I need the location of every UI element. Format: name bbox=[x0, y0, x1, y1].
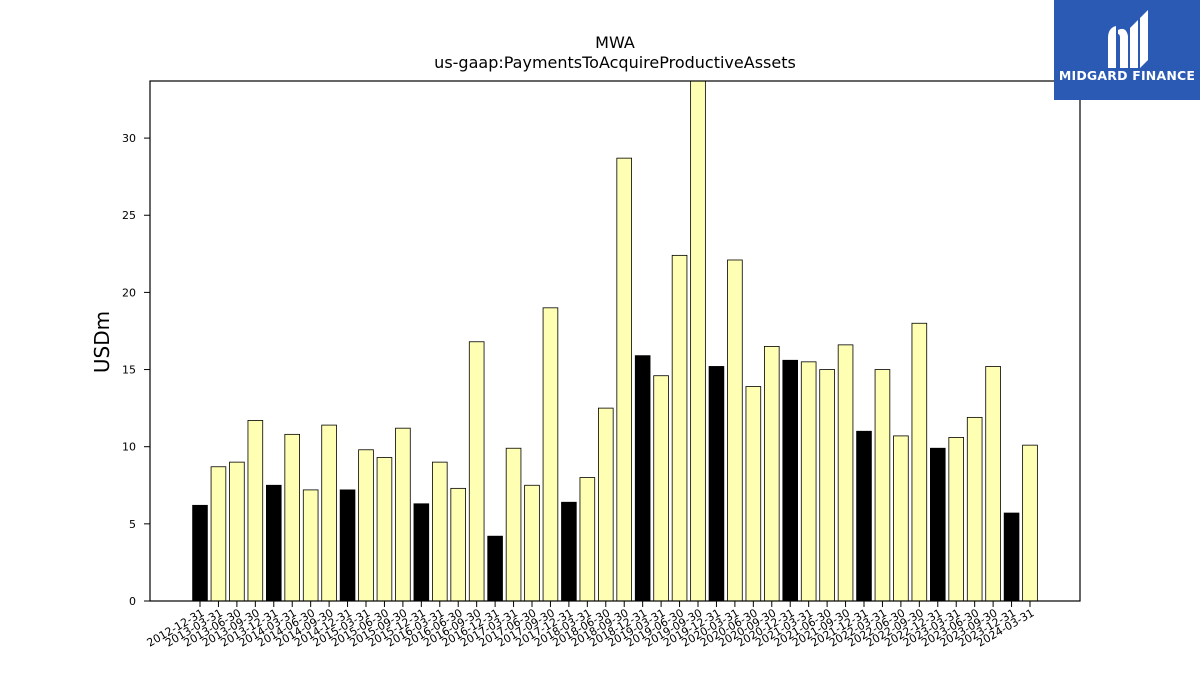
bar-2013-09-30 bbox=[247, 420, 264, 602]
bar-2021-06-30 bbox=[819, 369, 835, 602]
bars-group bbox=[192, 80, 1038, 602]
plot-frame bbox=[149, 80, 1081, 602]
bar-2012-12-31 bbox=[192, 504, 208, 602]
bar-2022-06-30 bbox=[893, 435, 909, 602]
y-axis-ticks: 0 5 10 15 20 25 30 bbox=[122, 132, 150, 608]
y-tick-label: 20 bbox=[122, 286, 136, 299]
bar-2014-09-30 bbox=[321, 424, 337, 602]
bar-2015-09-30 bbox=[395, 427, 411, 602]
bar-2019-09-30 bbox=[690, 80, 706, 602]
bar-2021-03-31 bbox=[800, 361, 817, 602]
bar-2017-03-31 bbox=[505, 447, 522, 602]
bar-2020-12-31 bbox=[782, 359, 799, 602]
bar-2019-03-31 bbox=[653, 375, 669, 602]
y-tick-label: 0 bbox=[129, 595, 136, 608]
bar-2019-12-31 bbox=[708, 366, 725, 602]
bar-2023-03-31 bbox=[948, 437, 965, 602]
y-tick-label: 30 bbox=[122, 132, 136, 145]
y-tick-label: 5 bbox=[129, 518, 136, 531]
bar-2014-06-30 bbox=[302, 489, 319, 602]
bar-2013-03-31 bbox=[210, 466, 227, 602]
bar-2016-06-30 bbox=[450, 487, 466, 602]
bar-2016-03-31 bbox=[431, 461, 448, 602]
bar-2021-12-31 bbox=[856, 430, 872, 602]
bar-2023-12-31 bbox=[1003, 512, 1020, 602]
bar-2017-09-30 bbox=[542, 307, 559, 602]
bar-2024-03-31 bbox=[1022, 444, 1038, 602]
chart-title: MWA bbox=[595, 33, 635, 52]
bar-2019-06-30 bbox=[671, 254, 688, 602]
bar-2021-09-30 bbox=[837, 344, 854, 602]
bar-2020-06-30 bbox=[745, 386, 762, 602]
bar-2014-12-31 bbox=[339, 489, 356, 602]
bar-2015-06-30 bbox=[376, 457, 393, 602]
y-tick-label: 10 bbox=[122, 441, 136, 454]
bar-2013-06-30 bbox=[229, 461, 245, 602]
bar-2018-12-31 bbox=[634, 355, 651, 602]
y-tick-label: 15 bbox=[122, 364, 136, 377]
bar-2020-03-31 bbox=[727, 259, 743, 602]
bar-2022-12-31 bbox=[930, 447, 946, 602]
bar-2015-12-31 bbox=[413, 503, 430, 602]
bar-2022-03-31 bbox=[874, 369, 891, 602]
bar-2022-09-30 bbox=[911, 322, 928, 602]
x-axis-ticks: 2012-12-312013-03-312013-06-302013-09-30… bbox=[145, 601, 1037, 650]
bar-2020-09-30 bbox=[764, 345, 780, 602]
bar-2016-09-30 bbox=[468, 341, 485, 602]
bar-2016-12-31 bbox=[487, 535, 503, 602]
y-axis-label: USDm bbox=[90, 311, 114, 373]
bar-2017-12-31 bbox=[561, 501, 577, 602]
bar-2018-06-30 bbox=[598, 407, 614, 602]
bar-2014-03-31 bbox=[284, 433, 300, 602]
bar-2018-03-31 bbox=[579, 477, 596, 602]
bar-2017-06-30 bbox=[524, 484, 540, 602]
midgard-logo-icon bbox=[1108, 10, 1148, 68]
bar-2023-06-30 bbox=[966, 416, 983, 602]
brand-logo: MIDGARD FINANCE bbox=[1054, 0, 1200, 100]
bar-2023-09-30 bbox=[985, 366, 1001, 602]
chart-subtitle: us-gaap:PaymentsToAcquireProductiveAsset… bbox=[434, 53, 796, 72]
bar-2018-09-30 bbox=[616, 157, 633, 602]
y-tick-label: 25 bbox=[122, 209, 136, 222]
bar-2013-12-31 bbox=[265, 484, 282, 602]
brand-logo-text: MIDGARD FINANCE bbox=[1058, 68, 1196, 83]
bar-2015-03-31 bbox=[358, 449, 374, 602]
